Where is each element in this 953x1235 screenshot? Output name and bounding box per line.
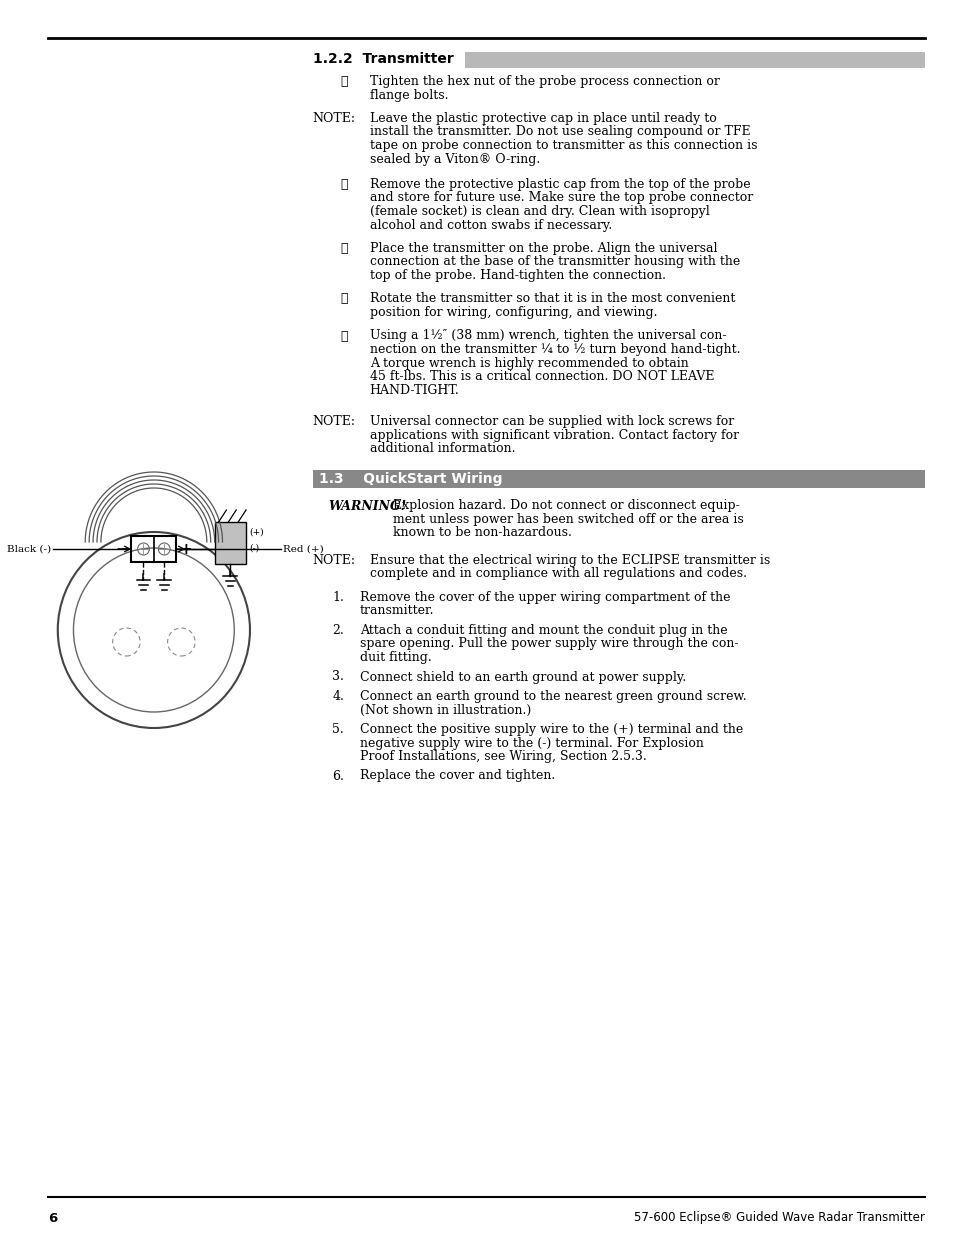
- Bar: [132, 536, 176, 562]
- Text: 1.: 1.: [332, 592, 344, 604]
- Text: −: −: [115, 541, 129, 557]
- Text: ⑦: ⑦: [340, 293, 347, 305]
- Text: WARNING!: WARNING!: [328, 499, 406, 513]
- Text: Rotate the transmitter so that it is in the most convenient: Rotate the transmitter so that it is in …: [369, 293, 734, 305]
- Text: HAND-TIGHT.: HAND-TIGHT.: [369, 384, 458, 396]
- Text: install the transmitter. Do not use sealing compound or TFE: install the transmitter. Do not use seal…: [369, 126, 749, 138]
- Text: ⑧: ⑧: [340, 330, 347, 342]
- Text: Black (-): Black (-): [7, 545, 51, 553]
- Text: Using a 1½″ (38 mm) wrench, tighten the universal con-: Using a 1½″ (38 mm) wrench, tighten the …: [369, 330, 725, 342]
- Text: transmitter.: transmitter.: [359, 604, 434, 618]
- Text: NOTE:: NOTE:: [313, 415, 355, 429]
- Text: connection at the base of the transmitter housing with the: connection at the base of the transmitte…: [369, 256, 740, 268]
- Text: position for wiring, configuring, and viewing.: position for wiring, configuring, and vi…: [369, 306, 657, 319]
- Text: Red (+): Red (+): [283, 545, 324, 553]
- Text: +: +: [179, 541, 192, 557]
- Text: Attach a conduit fitting and mount the conduit plug in the: Attach a conduit fitting and mount the c…: [359, 624, 726, 637]
- Text: nection on the transmitter ¼ to ½ turn beyond hand-tight.: nection on the transmitter ¼ to ½ turn b…: [369, 343, 740, 356]
- Text: 57-600 Eclipse® Guided Wave Radar Transmitter: 57-600 Eclipse® Guided Wave Radar Transm…: [633, 1212, 923, 1224]
- Text: Connect an earth ground to the nearest green ground screw.: Connect an earth ground to the nearest g…: [359, 690, 745, 703]
- Text: additional information.: additional information.: [369, 442, 515, 454]
- Text: Proof Installations, see Wiring, Section 2.5.3.: Proof Installations, see Wiring, Section…: [359, 750, 646, 763]
- Bar: [214, 522, 246, 564]
- Text: Connect shield to an earth ground at power supply.: Connect shield to an earth ground at pow…: [359, 671, 685, 683]
- Text: and store for future use. Make sure the top probe connector: and store for future use. Make sure the …: [369, 191, 752, 205]
- Text: sealed by a Viton® O-ring.: sealed by a Viton® O-ring.: [369, 152, 539, 165]
- Text: (-): (-): [249, 543, 259, 552]
- Text: Ensure that the electrical wiring to the ECLIPSE transmitter is: Ensure that the electrical wiring to the…: [369, 555, 769, 567]
- Text: 1.3    QuickStart Wiring: 1.3 QuickStart Wiring: [318, 472, 501, 485]
- Text: alcohol and cotton swabs if necessary.: alcohol and cotton swabs if necessary.: [369, 219, 611, 231]
- Text: Remove the protective plastic cap from the top of the probe: Remove the protective plastic cap from t…: [369, 178, 749, 191]
- Text: Connect the positive supply wire to the (+) terminal and the: Connect the positive supply wire to the …: [359, 722, 742, 736]
- Text: negative supply wire to the (-) terminal. For Explosion: negative supply wire to the (-) terminal…: [359, 736, 703, 750]
- Text: 6: 6: [48, 1212, 57, 1224]
- Text: 45 ft-lbs. This is a critical connection. DO NOT LEAVE: 45 ft-lbs. This is a critical connection…: [369, 370, 714, 383]
- Text: NOTE:: NOTE:: [313, 555, 355, 567]
- Text: (Not shown in illustration.): (Not shown in illustration.): [359, 704, 531, 716]
- Text: top of the probe. Hand-tighten the connection.: top of the probe. Hand-tighten the conne…: [369, 269, 665, 282]
- Text: 3.: 3.: [332, 671, 344, 683]
- Text: duit fitting.: duit fitting.: [359, 651, 431, 664]
- Text: applications with significant vibration. Contact factory for: applications with significant vibration.…: [369, 429, 738, 441]
- Text: 5.: 5.: [332, 722, 344, 736]
- Text: NOTE:: NOTE:: [313, 112, 355, 125]
- Text: 2.: 2.: [332, 624, 344, 637]
- Text: ment unless power has been switched off or the area is: ment unless power has been switched off …: [393, 513, 743, 526]
- Text: flange bolts.: flange bolts.: [369, 89, 448, 101]
- Text: Remove the cover of the upper wiring compartment of the: Remove the cover of the upper wiring com…: [359, 592, 729, 604]
- Text: Tighten the hex nut of the probe process connection or: Tighten the hex nut of the probe process…: [369, 75, 719, 88]
- Text: Replace the cover and tighten.: Replace the cover and tighten.: [359, 769, 555, 783]
- Text: ⑥: ⑥: [340, 242, 347, 254]
- Text: ④: ④: [340, 75, 347, 88]
- Text: 1.2.2  Transmitter: 1.2.2 Transmitter: [313, 52, 453, 65]
- Text: (+): (+): [249, 527, 263, 536]
- Text: 6.: 6.: [332, 769, 344, 783]
- Text: Explosion hazard. Do not connect or disconnect equip-: Explosion hazard. Do not connect or disc…: [393, 499, 740, 513]
- Bar: [464, 52, 923, 68]
- Text: A torque wrench is highly recommended to obtain: A torque wrench is highly recommended to…: [369, 357, 688, 369]
- Text: complete and in compliance with all regulations and codes.: complete and in compliance with all regu…: [369, 568, 746, 580]
- Text: ⑤: ⑤: [340, 178, 347, 191]
- Text: tape on probe connection to transmitter as this connection is: tape on probe connection to transmitter …: [369, 140, 757, 152]
- Text: 4.: 4.: [332, 690, 344, 703]
- Bar: [313, 469, 923, 488]
- Text: known to be non-hazardous.: known to be non-hazardous.: [393, 526, 572, 540]
- Text: (female socket) is clean and dry. Clean with isopropyl: (female socket) is clean and dry. Clean …: [369, 205, 709, 219]
- Text: Place the transmitter on the probe. Align the universal: Place the transmitter on the probe. Alig…: [369, 242, 717, 254]
- Text: Leave the plastic protective cap in place until ready to: Leave the plastic protective cap in plac…: [369, 112, 716, 125]
- Text: spare opening. Pull the power supply wire through the con-: spare opening. Pull the power supply wir…: [359, 637, 738, 651]
- Text: Universal connector can be supplied with lock screws for: Universal connector can be supplied with…: [369, 415, 733, 429]
